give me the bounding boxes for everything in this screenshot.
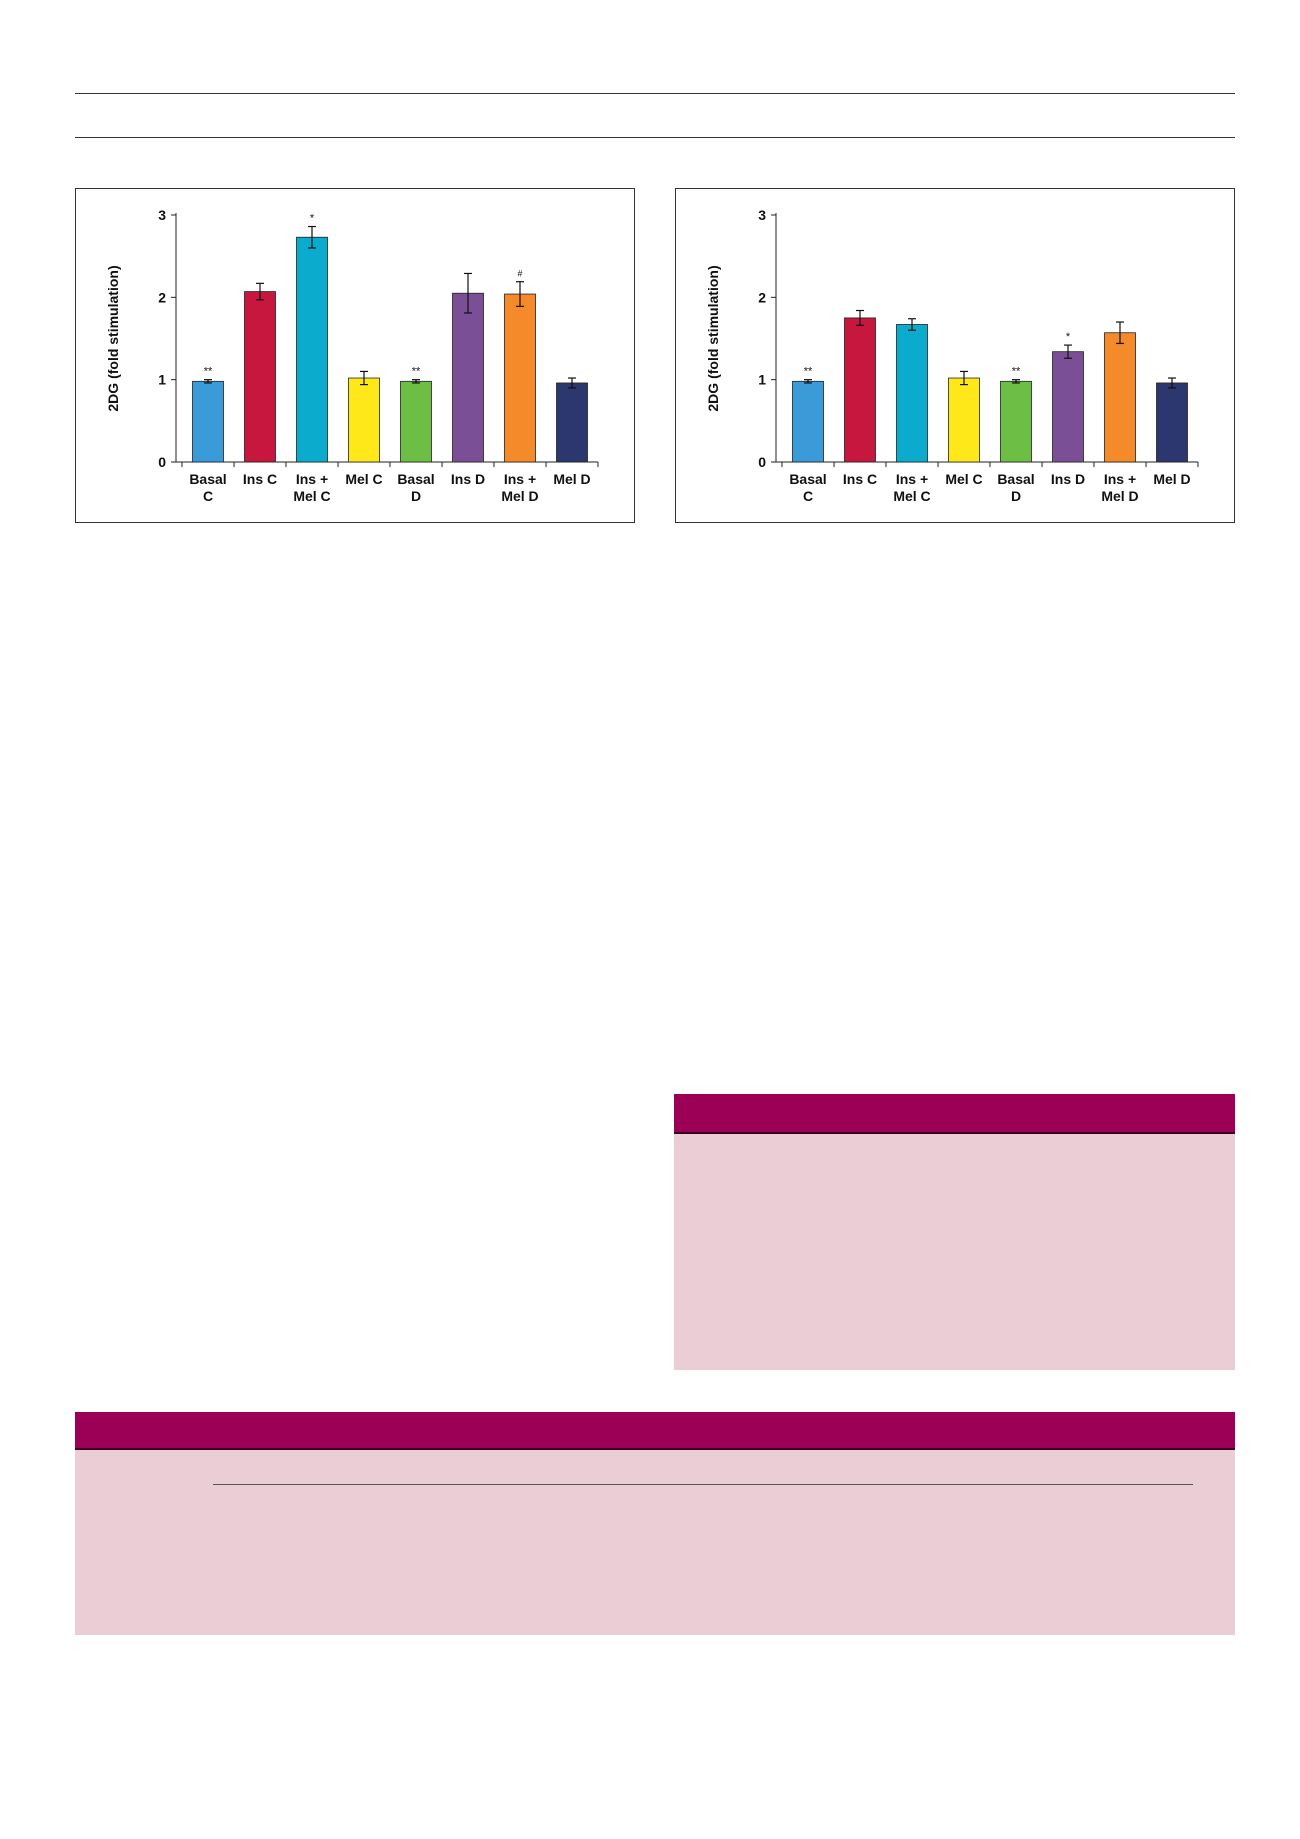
y-tick-label: 1	[758, 372, 766, 388]
bar	[1052, 351, 1084, 463]
column-group-rule-left	[213, 1484, 732, 1485]
table-box-right	[674, 1094, 1235, 1370]
table-header-band	[674, 1094, 1235, 1132]
header-rule	[75, 137, 1235, 138]
y-axis-label: 2DG (fold stimulation)	[705, 265, 721, 411]
chart-panel-left: 2DG (fold stimulation) 0 1 2 3 ** Basal C Ins C *…	[75, 188, 635, 523]
x-tick-label: Mel C	[293, 488, 330, 504]
bar	[792, 380, 824, 463]
column-group-rule-right	[713, 1484, 1193, 1485]
significance-marker: **	[204, 366, 213, 378]
y-tick-label: 3	[758, 207, 766, 223]
x-tick-label: Ins D	[451, 471, 485, 487]
y-tick-label: 2	[158, 289, 166, 305]
y-axis-label: 2DG (fold stimulation)	[105, 265, 121, 411]
x-tick-label: C	[203, 488, 213, 504]
significance-marker: **	[1012, 366, 1021, 378]
significance-marker: **	[804, 366, 813, 378]
x-tick-label: D	[1011, 488, 1021, 504]
x-tick-label: Basal	[789, 471, 826, 487]
x-tick-label: Ins C	[843, 471, 877, 487]
x-tick-label: Mel C	[345, 471, 382, 487]
bar	[1000, 380, 1032, 463]
bar	[452, 292, 484, 463]
x-tick-label: Ins +	[504, 471, 536, 487]
significance-marker: #	[517, 269, 522, 279]
x-tick-label: Ins +	[896, 471, 928, 487]
y-tick-label: 0	[758, 454, 766, 470]
bar	[348, 377, 380, 463]
bar	[896, 324, 928, 463]
bar	[192, 380, 224, 463]
x-tick-label: Mel D	[1153, 471, 1190, 487]
bar	[504, 293, 536, 463]
y-tick-label: 2	[758, 289, 766, 305]
y-tick-label: 1	[158, 372, 166, 388]
bar	[1156, 382, 1188, 463]
y-tick-label: 0	[158, 454, 166, 470]
x-tick-label: C	[803, 488, 813, 504]
bar	[400, 380, 432, 463]
x-tick-label: Mel D	[1101, 488, 1138, 504]
x-tick-label: Mel C	[945, 471, 982, 487]
x-tick-label: D	[411, 488, 421, 504]
x-tick-label: Basal	[397, 471, 434, 487]
significance-marker: *	[310, 213, 315, 225]
x-tick-label: Basal	[189, 471, 226, 487]
bar	[1104, 332, 1136, 463]
x-tick-label: Ins +	[296, 471, 328, 487]
significance-marker: *	[1066, 331, 1071, 343]
bar	[296, 236, 328, 463]
x-tick-label: Ins +	[1104, 471, 1136, 487]
y-tick-label: 3	[158, 207, 166, 223]
table-box-bottom	[75, 1412, 1235, 1635]
bar	[556, 382, 588, 463]
bar	[244, 291, 276, 463]
table-header-divider	[75, 1448, 1235, 1450]
x-tick-label: Basal	[997, 471, 1034, 487]
top-rule	[75, 93, 1235, 94]
bar	[844, 317, 876, 463]
table-header-band	[75, 1412, 1235, 1448]
x-tick-label: Mel C	[893, 488, 930, 504]
significance-marker: **	[412, 366, 421, 378]
bar	[948, 377, 980, 463]
x-tick-label: Ins D	[1051, 471, 1085, 487]
x-tick-label: Mel D	[501, 488, 538, 504]
x-tick-label: Ins C	[243, 471, 277, 487]
x-tick-label: Mel D	[553, 471, 590, 487]
table-header-divider	[674, 1132, 1235, 1134]
